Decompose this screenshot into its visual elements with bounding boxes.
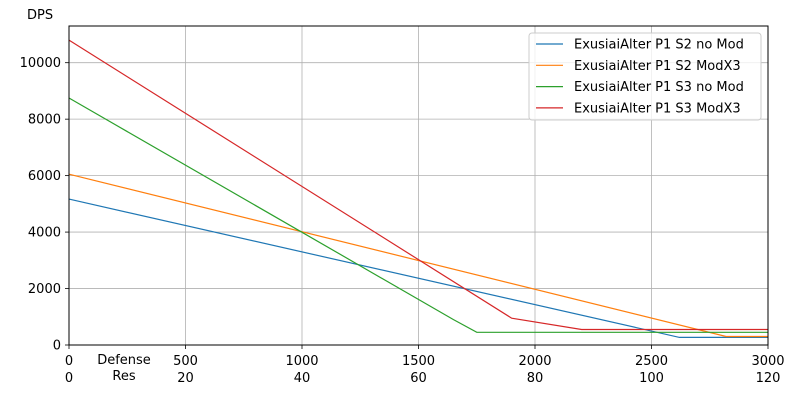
y-axis-label: DPS <box>27 8 53 23</box>
y-tick-label: 2000 <box>28 282 61 297</box>
y-tick-label: 10000 <box>20 56 61 71</box>
series-line-4 <box>68 39 768 331</box>
series-lines <box>68 39 768 338</box>
y-tick-label: 8000 <box>28 113 61 128</box>
x-tick-label: 2000 <box>518 354 551 369</box>
x-tick-label: 500 <box>173 354 198 369</box>
series-line-1 <box>68 198 768 338</box>
x-tick-label: 1500 <box>402 354 435 369</box>
legend-box <box>528 32 762 121</box>
x2-tick-label: 20 <box>177 371 194 386</box>
legend-label: ExusiaiAlter P1 S3 no Mod <box>574 80 744 95</box>
x2-tick-label: 40 <box>294 371 311 386</box>
x-tick-label: 3000 <box>751 354 784 369</box>
x2-tick-label: 80 <box>527 371 544 386</box>
legend-label: ExusiaiAlter P1 S3 ModX3 <box>574 101 741 116</box>
x2-tick-label: 0 <box>65 371 73 386</box>
x-tick-label: 2500 <box>635 354 668 369</box>
series-line-2 <box>68 173 768 338</box>
legend: ExusiaiAlter P1 S2 no Mod ExusiaiAlter P1… <box>528 32 762 121</box>
y-tick-label: 0 <box>53 339 61 354</box>
legend-label: ExusiaiAlter P1 S2 no Mod <box>574 38 744 53</box>
y-axis-ticks: 0 2000 4000 6000 8000 10000 <box>20 56 69 354</box>
legend-label: ExusiaiAlter P1 S2 ModX3 <box>574 59 741 74</box>
x-axis-label-line2: Res <box>112 369 135 384</box>
x-tick-label: 0 <box>65 354 73 369</box>
x2-tick-label: 100 <box>639 371 664 386</box>
x2-tick-label: 120 <box>756 371 781 386</box>
x-axis-label-line1: Defense <box>97 353 151 368</box>
x2-tick-label: 60 <box>410 371 427 386</box>
y-tick-label: 4000 <box>28 226 61 241</box>
y-tick-label: 6000 <box>28 169 61 184</box>
x-axis-ticks: 0 0 500 20 1000 40 1500 60 2000 80 2500 100 3000 120 <box>65 345 785 386</box>
series-line-3 <box>68 97 768 333</box>
x-tick-label: 1000 <box>285 354 318 369</box>
